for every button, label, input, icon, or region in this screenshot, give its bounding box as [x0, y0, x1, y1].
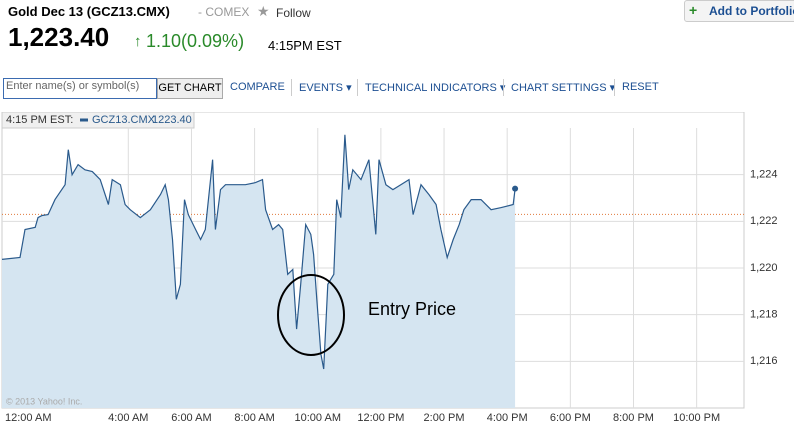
x-tick-label: 12:00 PM — [357, 412, 404, 424]
settings-label: CHART SETTINGS — [511, 82, 607, 94]
x-tick-label: 4:00 PM — [487, 412, 528, 424]
separator — [291, 79, 292, 96]
last-point — [512, 185, 519, 192]
x-tick-label: 10:00 PM — [673, 412, 720, 424]
indicators-label: TECHNICAL INDICATORS — [365, 82, 497, 94]
chart: 12:00 AM 4:00 AM 6:00 AM 8:00 AM 10:00 AM 12:… — [1, 112, 778, 424]
x-tick-label: 2:00 PM — [424, 412, 465, 424]
legend-box — [1, 112, 195, 129]
y-tick-label: 1,218 — [750, 309, 778, 321]
x-tick-label: 4:00 AM — [108, 412, 148, 424]
exchange: - COMEX — [198, 5, 250, 19]
change: 1.10(0.09%) — [146, 31, 245, 51]
time: 4:15PM EST — [268, 38, 342, 53]
indicators-link[interactable]: TECHNICAL INDICATORS ▾ — [365, 82, 506, 94]
reset-link[interactable]: RESET — [622, 81, 659, 93]
x-tick-label: 6:00 AM — [171, 412, 211, 424]
symbol-input[interactable]: Enter name(s) or symbol(s) — [3, 78, 157, 99]
get-chart-button[interactable]: GET CHART — [157, 78, 223, 99]
x-tick-label: 8:00 AM — [234, 412, 274, 424]
legend-value: 1223.40 — [152, 114, 192, 126]
area — [2, 134, 516, 409]
up-arrow: ↑ — [134, 33, 142, 50]
x-tick-label: 12:00 AM — [5, 412, 51, 424]
star-icon[interactable]: ★ — [257, 3, 270, 19]
input-placeholder: Enter name(s) or symbol(s) — [6, 80, 140, 92]
y-tick-label: 1,222 — [750, 215, 778, 227]
compare-link[interactable]: COMPARE — [230, 81, 285, 93]
price: 1,223.40 — [8, 22, 110, 52]
plus-icon: + — [689, 2, 698, 18]
events-link[interactable]: EVENTS ▾ — [299, 82, 352, 94]
add-button[interactable]: + Add to Portfolio — [684, 0, 794, 22]
follow[interactable]: Follow — [276, 6, 311, 20]
title: Gold Dec 13 (GCZ13.CMX) — [8, 4, 170, 19]
separator — [503, 79, 504, 96]
annotation: Entry Price — [368, 299, 456, 319]
annotation-circle — [277, 274, 345, 356]
events-label: EVENTS — [299, 82, 344, 94]
separator — [614, 79, 615, 96]
add-label: Add to Portfolio — [709, 4, 794, 18]
legend-name: GCZ13.CMX — [92, 114, 156, 126]
copyright: © 2013 Yahoo! Inc. — [6, 396, 82, 406]
y-tick-label: 1,224 — [750, 169, 778, 181]
legend-time: 4:15 PM EST: — [6, 114, 73, 126]
y-tick-label: 1,220 — [750, 262, 778, 274]
y-tick-label: 1,216 — [750, 355, 778, 367]
x-tick-label: 10:00 AM — [295, 412, 341, 424]
price-line — [1, 134, 516, 370]
separator — [357, 79, 358, 96]
settings-link[interactable]: CHART SETTINGS ▾ — [511, 82, 616, 94]
x-tick-label: 8:00 PM — [613, 412, 654, 424]
x-tick-label: 6:00 PM — [550, 412, 591, 424]
